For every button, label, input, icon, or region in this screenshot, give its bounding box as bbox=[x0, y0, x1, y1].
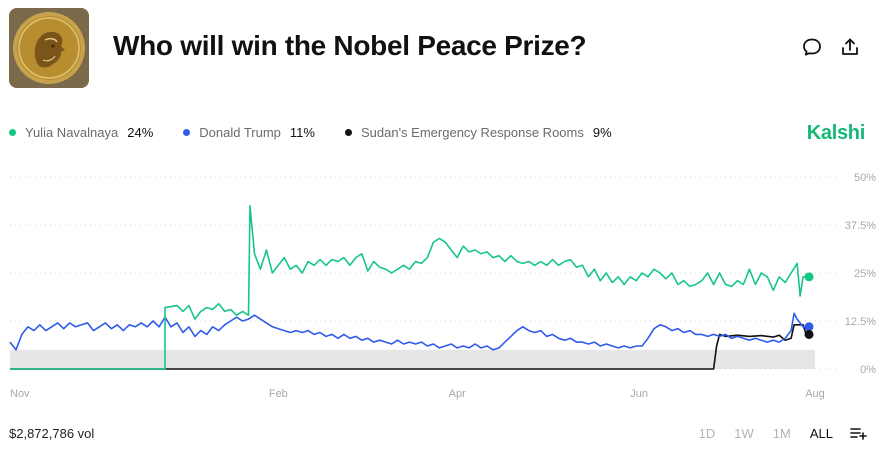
legend-label: Sudan's Emergency Response Rooms bbox=[360, 125, 584, 140]
price-chart[interactable]: 0% 12.5% 25% 37.5% 50% Nov Feb Apr Jun Aug bbox=[0, 160, 885, 405]
legend-item-trump[interactable]: Donald Trump 11% bbox=[183, 125, 315, 140]
range-selector: 1D 1W 1M ALL bbox=[680, 426, 833, 441]
series-line-sudan-s-emergency-response-rooms bbox=[10, 324, 809, 370]
chart-legend: Yulia Navalnaya 24% Donald Trump 11% Sud… bbox=[9, 125, 642, 140]
market-image bbox=[9, 8, 89, 88]
legend-value: 9% bbox=[592, 125, 612, 140]
series-end-dot bbox=[804, 272, 814, 282]
series-dot-icon bbox=[9, 129, 16, 136]
y-tick-label: 12.5% bbox=[845, 316, 876, 328]
y-tick-label: 50% bbox=[854, 172, 876, 184]
legend-value: 24% bbox=[127, 125, 154, 140]
x-tick-label: Aug bbox=[805, 388, 825, 400]
series-line-yulia-navalnaya bbox=[10, 205, 809, 370]
volume-label: $2,872,786 vol bbox=[9, 426, 95, 441]
x-tick-label: Apr bbox=[449, 388, 466, 400]
x-tick-label: Nov bbox=[10, 388, 30, 400]
nobel-medal-image bbox=[9, 8, 89, 88]
x-tick-label: Feb bbox=[269, 388, 288, 400]
list-add-icon[interactable] bbox=[849, 425, 867, 441]
legend-item-navalnaya[interactable]: Yulia Navalnaya 24% bbox=[9, 125, 153, 140]
y-tick-label: 37.5% bbox=[845, 220, 876, 232]
share-icon[interactable] bbox=[839, 36, 861, 58]
range-1m-button[interactable]: 1M bbox=[772, 426, 791, 441]
series-dot-icon bbox=[344, 129, 352, 136]
range-1d-button[interactable]: 1D bbox=[698, 426, 716, 441]
x-tick-label: Jun bbox=[630, 388, 648, 400]
range-all-button[interactable]: ALL bbox=[809, 426, 833, 441]
series-end-dot bbox=[804, 322, 814, 332]
series-dot-icon bbox=[183, 129, 191, 136]
y-tick-label: 25% bbox=[854, 268, 876, 280]
legend-label: Yulia Navalnaya bbox=[25, 125, 119, 140]
series-line-donald-trump bbox=[9, 312, 809, 351]
kalshi-logo[interactable]: Kalshi bbox=[806, 122, 866, 144]
range-1w-button[interactable]: 1W bbox=[734, 426, 754, 441]
comment-icon[interactable] bbox=[801, 36, 823, 58]
page-title: Who will win the Nobel Peace Prize? bbox=[113, 30, 587, 61]
legend-item-sudan[interactable]: Sudan's Emergency Response Rooms 9% bbox=[344, 125, 612, 140]
series-end-dot bbox=[804, 329, 814, 339]
legend-value: 11% bbox=[289, 125, 315, 140]
baseline-band bbox=[10, 349, 815, 369]
y-tick-label: 0% bbox=[860, 364, 876, 376]
legend-label: Donald Trump bbox=[199, 125, 281, 140]
